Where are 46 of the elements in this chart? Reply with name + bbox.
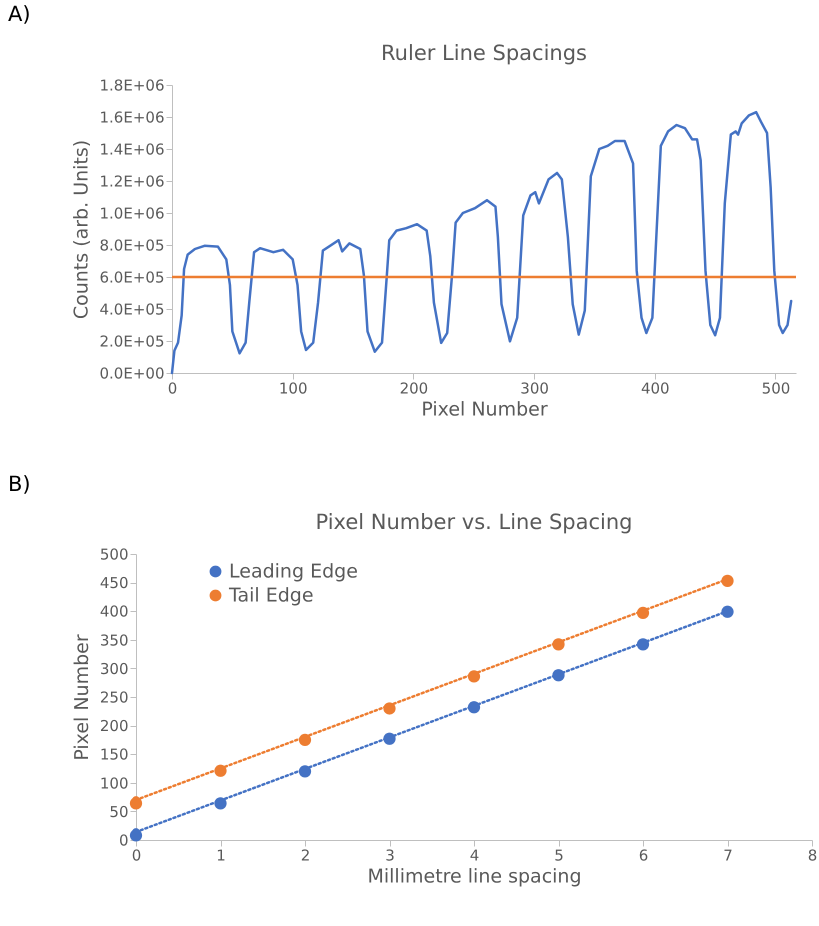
x-axis-title: Pixel Number [421,398,548,420]
y-tick-label: 1.8E+06 [100,76,164,94]
x-tick-label: 7 [723,846,733,864]
y-tick-label: 500 [100,546,128,564]
x-tick-label: 8 [808,846,818,864]
x-tick-label: 300 [520,380,549,398]
x-tick-label: 6 [638,846,648,864]
x-tick-label: 200 [400,380,428,398]
x-tick-label: 400 [640,380,670,398]
legend-label: Leading Edge [229,560,358,582]
y-tick-label: 1.4E+06 [100,140,164,158]
y-tick-label: 1.2E+06 [100,172,164,190]
y-tick-label: 4.0E+05 [100,300,164,318]
y-tick-label: 400 [100,602,128,621]
chart-title: Pixel Number vs. Line Spacing [316,510,632,534]
y-tick-label: 250 [100,688,128,706]
y-tick-label: 200 [100,717,128,736]
line-series [170,110,792,374]
x-axis-title: Millimetre line spacing [367,866,582,888]
y-tick-label: 100 [100,774,128,792]
y-tick-label: 150 [100,746,128,764]
y-tick-label: 1.6E+06 [100,108,164,126]
y-tick-label: 0 [118,832,128,850]
x-tick-label: 4 [470,846,480,864]
y-axis-title: Pixel Number [70,634,93,761]
x-tick-label: 100 [278,380,308,398]
chart-title: Ruler Line Spacings [381,41,587,65]
y-tick-label: 0.0E+00 [100,364,164,382]
x-tick-label: 1 [216,846,226,864]
y-tick-label: 50 [109,802,128,821]
y-tick-label: 2.0E+05 [100,332,164,350]
y-tick-label: 300 [100,660,128,678]
x-tick-label: 3 [385,846,395,864]
x-tick-label: 2 [300,846,310,864]
x-tick-label: 5 [554,846,564,864]
text: A) [8,2,31,26]
y-tick-label: 350 [100,631,128,650]
y-tick-label: 6.0E+05 [100,268,164,286]
x-tick-label: 500 [762,380,790,398]
legend-label: Tail Edge [228,584,314,606]
y-tick-label: 450 [100,574,128,592]
x-tick-label: 0 [168,380,178,398]
y-tick-label: 8.0E+05 [100,236,164,254]
y-tick-label: 1.0E+06 [100,204,164,222]
text: B) [8,472,31,496]
y-axis-title: Counts (arb. Units) [70,140,93,320]
